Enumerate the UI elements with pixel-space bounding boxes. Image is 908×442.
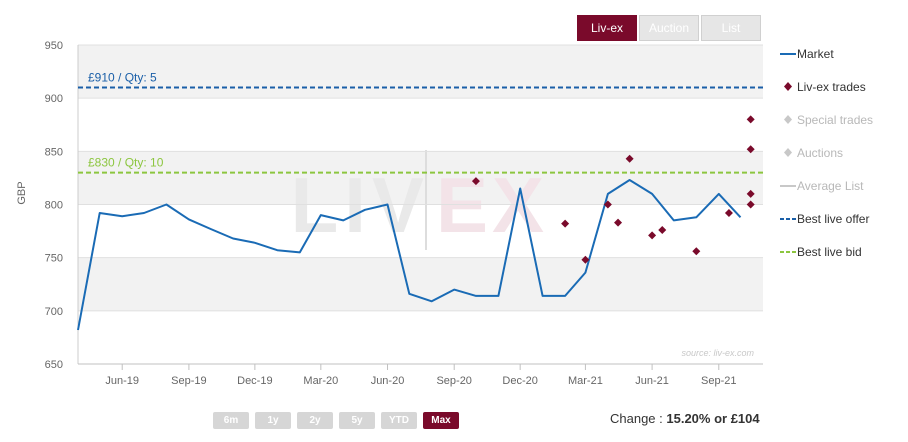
- trade-point: [724, 209, 733, 218]
- livex-watermark-logo: LIV EX: [291, 150, 544, 250]
- reference-lines: £910 / Qty: 5 £830 / Qty: 10: [78, 71, 763, 174]
- legend-symbol-icon: [784, 82, 792, 91]
- trade-point: [746, 145, 755, 154]
- y-axis-label: GBP: [16, 181, 28, 204]
- trade-point: [746, 115, 755, 124]
- tab-livex[interactable]: Liv-ex: [577, 15, 637, 41]
- change-prefix: Change :: [610, 411, 667, 426]
- y-axis: 650 700 750 800 850 900 950: [45, 40, 63, 371]
- trade-point: [692, 247, 701, 256]
- trade-point: [648, 231, 657, 240]
- trade-point: [603, 200, 612, 209]
- legend-symbol-icon: [780, 53, 796, 55]
- x-tick-label: Mar-20: [303, 375, 338, 387]
- legend-label: Average List: [797, 179, 864, 193]
- y-tick-label: 750: [45, 253, 63, 265]
- plot-band: [78, 204, 763, 258]
- plot-band: [78, 257, 763, 311]
- trades-layer: [471, 115, 755, 264]
- range-2y-button[interactable]: 2y: [297, 412, 333, 429]
- tab-list[interactable]: List: [701, 15, 761, 41]
- trade-point: [625, 154, 634, 163]
- reference-line-label: £910 / Qty: 5: [88, 71, 157, 85]
- range-1y-button[interactable]: 1y: [255, 412, 291, 429]
- legend-label: Market: [797, 47, 834, 61]
- x-tick-label: Sep-19: [171, 375, 206, 387]
- plot-bands: [78, 45, 763, 364]
- grid-lines: [77, 44, 763, 365]
- change-summary: Change : 15.20% or £104: [610, 411, 760, 426]
- trade-point: [746, 189, 755, 198]
- legend-symbol-icon: [780, 251, 796, 253]
- trade-point: [746, 200, 755, 209]
- legend-label: Special trades: [797, 113, 874, 127]
- plot-band: [78, 45, 763, 99]
- x-tick-label: Jun-20: [371, 375, 405, 387]
- x-axis: Jun-19 Sep-19 Dec-19 Mar-20 Jun-20 Sep-20 Dec-…: [78, 363, 763, 387]
- y-tick-label: 850: [45, 146, 63, 158]
- tab-auction[interactable]: Auction: [639, 15, 699, 41]
- legend-symbol-icon: [780, 185, 796, 187]
- x-tick-label: Jun-21: [635, 375, 669, 387]
- legend-symbol-icon: [780, 218, 796, 220]
- x-tick-label: Sep-21: [701, 375, 736, 387]
- y-tick-label: 700: [45, 306, 63, 318]
- trade-point: [581, 255, 590, 264]
- legend-label: Auctions: [797, 146, 844, 160]
- plot-band: [78, 151, 763, 205]
- series-layer: [77, 179, 742, 331]
- y-tick-label: 900: [45, 93, 63, 105]
- trade-point: [614, 218, 623, 227]
- range-ytd-button[interactable]: YTD: [381, 412, 417, 429]
- x-tick-label: Dec-19: [237, 375, 272, 387]
- legend-label: Best live bid: [797, 245, 862, 259]
- range-5y-button[interactable]: 5y: [339, 412, 375, 429]
- x-tick-label: Mar-21: [568, 375, 603, 387]
- range-6m-button[interactable]: 6m: [213, 412, 249, 429]
- x-tick-label: Dec-20: [502, 375, 537, 387]
- y-tick-label: 650: [45, 359, 63, 371]
- trade-point: [561, 219, 570, 228]
- source-watermark: source: liv-ex.com: [681, 348, 754, 358]
- x-tick-label: Jun-19: [105, 375, 139, 387]
- trade-point: [471, 177, 480, 186]
- y-tick-label: 800: [45, 200, 63, 212]
- y-tick-label: 950: [45, 40, 63, 52]
- x-tick-label: Sep-20: [436, 375, 471, 387]
- change-value: 15.20% or £104: [666, 411, 760, 426]
- range-max-button[interactable]: Max: [423, 412, 459, 429]
- reference-line-label: £830 / Qty: 10: [88, 156, 164, 170]
- legend-label: Liv-ex trades: [797, 80, 866, 94]
- legend-label: Best live offer: [797, 212, 870, 226]
- trade-point: [658, 226, 667, 235]
- series-line: [77, 179, 742, 331]
- legend-symbol-icon: [784, 115, 792, 124]
- plot-band: [78, 98, 763, 152]
- plot-band: [78, 310, 763, 364]
- legend-symbol-icon: [784, 148, 792, 157]
